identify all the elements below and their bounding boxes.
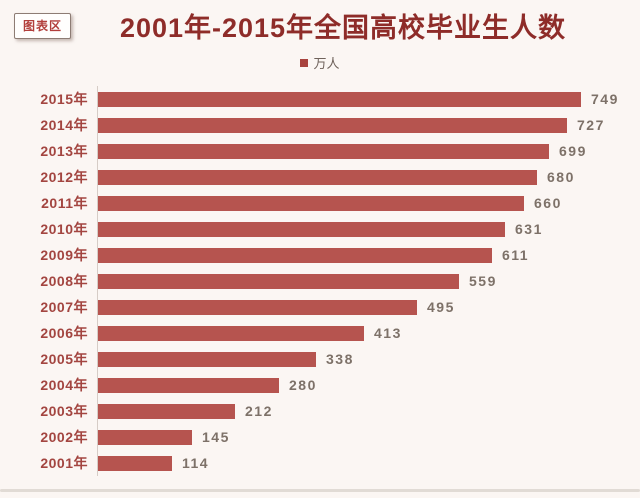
bar-track: 495 [97,294,636,320]
bottom-baseline [0,489,640,492]
bar-track: 212 [97,398,636,424]
bar-track: 114 [97,450,636,476]
category-label: 2015年 [40,91,88,107]
category-label: 2011年 [41,195,88,211]
bar-track: 611 [97,242,636,268]
value-label: 212 [245,403,273,419]
bar-row: 2006年 413 [14,320,636,346]
value-label: 631 [515,221,543,237]
bar[interactable] [98,299,417,315]
bar[interactable] [98,247,492,263]
plot-area[interactable]: 2015年 749 2014年 727 2013年 699 2012年 680 2011年 660… [14,86,636,476]
bar-row: 2005年 338 [14,346,636,372]
category-label: 2009年 [40,247,88,263]
bar-row: 2013年 699 [14,138,636,164]
value-label: 699 [559,143,587,159]
value-label: 114 [182,455,210,471]
bar-track: 338 [97,346,636,372]
bar-row: 2015年 749 [14,86,636,112]
bar-row: 2010年 631 [14,216,636,242]
value-label: 680 [547,169,575,185]
bar-track: 727 [97,112,636,138]
category-label: 2012年 [40,169,88,185]
bar-row: 2004年 280 [14,372,636,398]
legend-marker-icon [300,58,309,67]
bar[interactable] [98,91,581,107]
bar-row: 2003年 212 [14,398,636,424]
bar[interactable] [98,403,235,419]
category-label: 2014年 [40,117,88,133]
category-label: 2006年 [40,325,88,341]
legend[interactable]: 万人 [0,53,640,72]
value-label: 495 [427,299,455,315]
category-label: 2004年 [40,377,88,393]
bar[interactable] [98,195,524,211]
chart-area-tooltip: 图表区 [14,13,72,39]
legend-label: 万人 [313,56,340,71]
value-label: 727 [577,117,605,133]
category-label: 2008年 [40,273,88,289]
category-label: 2001年 [40,455,88,471]
value-label: 413 [374,325,402,341]
category-label: 2005年 [40,351,88,367]
bar[interactable] [98,143,549,159]
bar-row: 2002年 145 [14,424,636,450]
category-label: 2002年 [40,429,88,445]
bar-row: 2007年 495 [14,294,636,320]
bar-track: 699 [97,138,636,164]
category-label: 2010年 [40,221,88,237]
value-label: 145 [202,429,230,445]
category-label: 2013年 [40,143,88,159]
bar[interactable] [98,221,505,237]
bar-row: 2012年 680 [14,164,636,190]
bar-row: 2001年 114 [14,450,636,476]
value-label: 749 [591,91,619,107]
bar-track: 145 [97,424,636,450]
category-label: 2007年 [40,299,88,315]
bar-track: 559 [97,268,636,294]
bar-track: 749 [97,86,636,112]
bar-track: 280 [97,372,636,398]
bar-track: 413 [97,320,636,346]
bar-track: 631 [97,216,636,242]
value-label: 338 [326,351,354,367]
bar[interactable] [98,377,279,393]
bar[interactable] [98,429,192,445]
bar[interactable] [98,325,364,341]
value-label: 280 [289,377,317,393]
bar-track: 660 [97,190,636,216]
value-label: 559 [469,273,497,289]
category-label: 2003年 [40,403,88,419]
bar[interactable] [98,273,459,289]
bar[interactable] [98,455,172,471]
bar[interactable] [98,351,316,367]
bar-row: 2008年 559 [14,268,636,294]
chart-title[interactable]: 2001年-2015年全国高校毕业生人数 [119,13,567,43]
value-label: 660 [534,195,562,211]
bar-row: 2014年 727 [14,112,636,138]
bar-row: 2011年 660 [14,190,636,216]
bar-track: 680 [97,164,636,190]
bar[interactable] [98,169,537,185]
bar[interactable] [98,117,567,133]
bar-row: 2009年 611 [14,242,636,268]
value-label: 611 [502,247,530,263]
